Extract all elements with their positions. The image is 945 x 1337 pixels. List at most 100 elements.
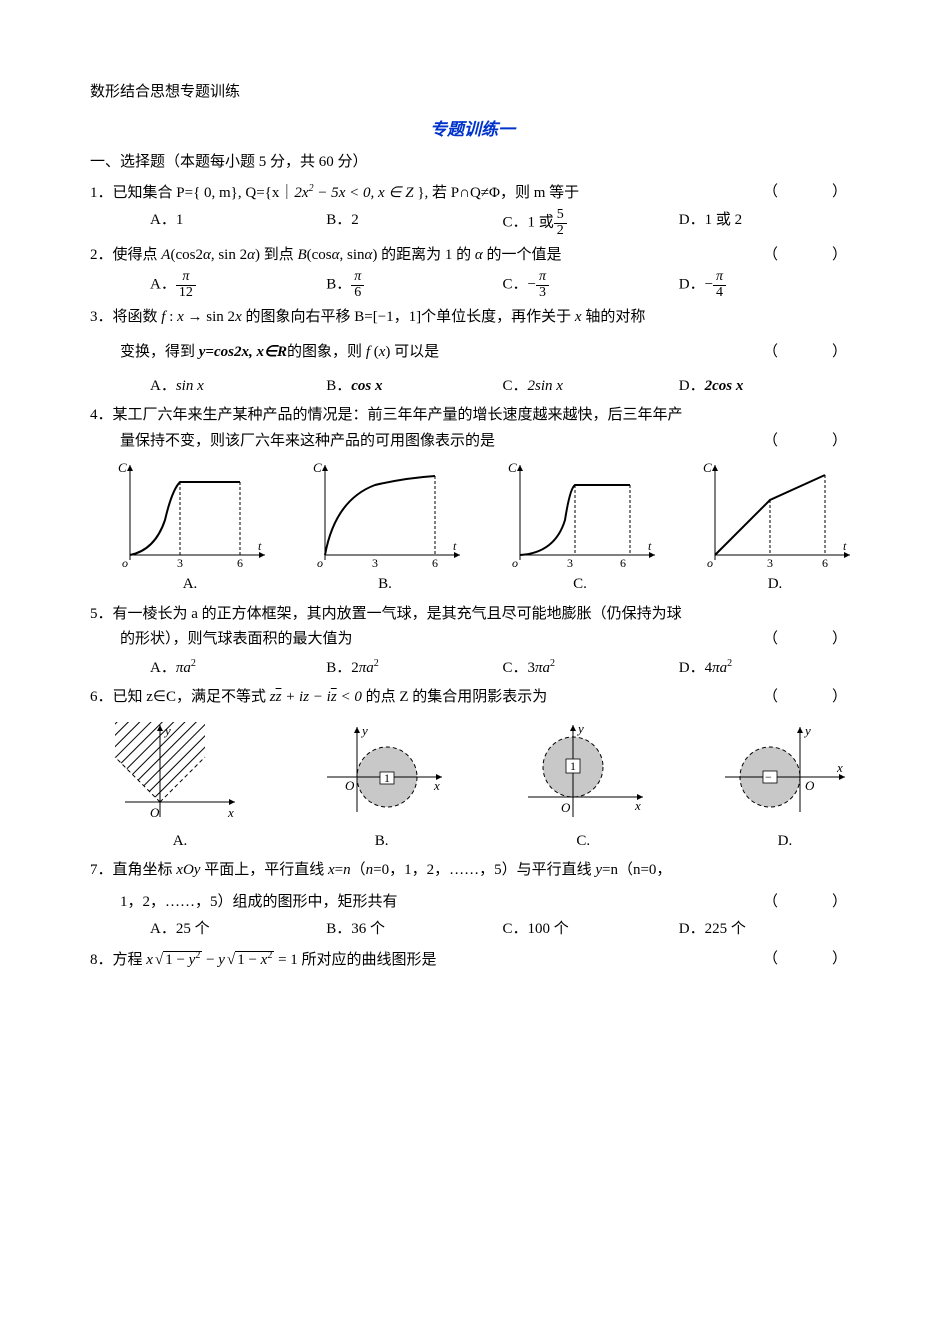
svg-text:O: O	[561, 800, 571, 815]
svg-text:1: 1	[570, 759, 576, 773]
growth-chart-a: C o 3 6 t	[110, 460, 270, 570]
svg-text:y: y	[803, 723, 811, 738]
answer-paren: （ ）	[763, 429, 855, 455]
q4-label-d: D.	[695, 572, 855, 598]
complex-plane-d: − y O x	[715, 717, 855, 827]
q1-opt-d: D．1 或 2	[679, 208, 855, 238]
doc-header: 数形结合思想专题训练	[90, 80, 855, 106]
q7-num: 7．	[90, 858, 113, 884]
q6-label-a: A.	[110, 829, 250, 855]
q8-body: 方程 x1 − y2 − y1 − x2 = 1 所对应的曲线图形是 （ ）	[113, 947, 855, 974]
section-heading: 一、选择题（本题每小题 5 分，共 60 分）	[90, 150, 855, 176]
q7-l2: 1，2，……，5）组成的图形中，矩形共有	[120, 894, 398, 910]
q5-opt-c: C．3πa2	[503, 655, 679, 682]
question-2: 2． 使得点 A(cos2α, sin 2α) 到点 B(cosα, sinα)…	[90, 243, 855, 301]
q2-body: 使得点 A(cos2α, sin 2α) 到点 B(cosα, sinα) 的距…	[113, 243, 855, 269]
q7-line2: 1，2，……，5）组成的图形中，矩形共有 （ ）	[120, 890, 855, 916]
svg-text:3: 3	[767, 556, 773, 570]
q3-num: 3．	[90, 305, 113, 331]
q6-tb: 的点 Z 的集合用阴影表示为	[362, 689, 547, 705]
q4-line1: 某工厂六年来生产某种产品的情况是：前三年年产量的增长速度越来越快，后三年年产	[113, 403, 855, 429]
q2-opt-d: D．−π4	[679, 270, 855, 300]
q5-l2: 的形状），则气球表面积的最大值为	[120, 631, 353, 647]
svg-text:y: y	[576, 721, 584, 736]
q1-num: 1．	[90, 181, 113, 207]
q1c-pre: C．1 或	[503, 215, 554, 231]
svg-text:t: t	[453, 539, 457, 553]
q3-l2b: y=cos2x, x∈R	[199, 344, 287, 360]
q3-l2c: 的图象，则 f (x) 可以是	[287, 344, 439, 360]
answer-paren: （ ）	[763, 890, 855, 916]
svg-text:6: 6	[432, 556, 438, 570]
q1-text-a: 已知集合 P={ 0, m}, Q={x｜	[113, 185, 295, 201]
q1c-num: 5	[554, 208, 567, 224]
q7-line1: 直角坐标 xOy 平面上，平行直线 x=n（n=0，1，2，……，5）与平行直线…	[113, 858, 855, 884]
q2-opt-a: A．π12	[150, 270, 326, 300]
svg-text:C: C	[118, 460, 127, 475]
svg-text:O: O	[805, 778, 815, 793]
svg-text:6: 6	[620, 556, 626, 570]
q6-chart-d: − y O x D.	[715, 717, 855, 855]
svg-text:3: 3	[177, 556, 183, 570]
q3-opt-a: A．sin x	[150, 374, 326, 400]
svg-text:t: t	[258, 539, 262, 553]
q2d-n: π	[713, 270, 726, 286]
svg-text:x: x	[634, 798, 641, 813]
q6-chart-c: 1 y O x C.	[513, 717, 653, 855]
q3-opt-d: D．2cos x	[679, 374, 855, 400]
question-1: 1． 已知集合 P={ 0, m}, Q={x｜2x2 − 5x < 0, x …	[90, 180, 855, 239]
q6-charts: y O x A. 1 y O x B.	[110, 717, 855, 855]
question-5: 5． 有一棱长为 a 的正方体框架，其内放置一气球，是其充气且尽可能地膨胀（仍保…	[90, 602, 855, 682]
q7-opt-c: C．100 个	[503, 917, 679, 943]
q1-text-b: }, 若 P∩Q≠Φ，则 m 等于	[414, 185, 580, 201]
q5-opt-b: B．2πa2	[326, 655, 502, 682]
q4-label-a: A.	[110, 572, 270, 598]
q2c-pre: C．−	[503, 277, 536, 293]
complex-plane-c: 1 y O x	[513, 717, 653, 827]
q6-body: 已知 z∈C，满足不等式 zz + iz − iz < 0 的点 Z 的集合用阴…	[113, 685, 855, 711]
q8-num: 8．	[90, 948, 113, 974]
answer-paren: （ ）	[763, 947, 855, 973]
svg-text:1: 1	[384, 771, 390, 785]
q4-chart-c: C o 3 6 t C.	[500, 460, 660, 598]
q5-opt-a: A．πa2	[150, 655, 326, 682]
q3-opt-c: C．2sin x	[503, 374, 679, 400]
svg-text:x: x	[836, 760, 843, 775]
growth-chart-b: C o 3 6 t	[305, 460, 465, 570]
q3-l2a: 变换，得到	[120, 344, 199, 360]
q1-opt-c: C．1 或52	[503, 208, 679, 238]
svg-text:x: x	[227, 805, 234, 820]
q2-num: 2．	[90, 243, 113, 269]
q5-line1: 有一棱长为 a 的正方体框架，其内放置一气球，是其充气且尽可能地膨胀（仍保持为球	[113, 602, 855, 628]
svg-text:y: y	[360, 723, 368, 738]
answer-paren: （ ）	[763, 685, 855, 711]
q1c-den: 2	[554, 224, 567, 239]
question-3: 3． 将函数 f : x → sin 2x 的图象向右平移 B=[−1，1]个单…	[90, 305, 855, 400]
q2c-n: π	[536, 270, 549, 286]
question-4: 4． 某工厂六年来生产某种产品的情况是：前三年年产量的增长速度越来越快，后三年年…	[90, 403, 855, 598]
q4-chart-a: C o 3 6 t A.	[110, 460, 270, 598]
q4-l2: 量保持不变，则该厂六年来这种产品的可用图像表示的是	[120, 433, 495, 449]
svg-text:3: 3	[372, 556, 378, 570]
q4-chart-d: C o 3 6 t D.	[695, 460, 855, 598]
q7-opt-a: A．25 个	[150, 917, 326, 943]
q2d-pre: D．−	[679, 277, 713, 293]
q6-chart-a: y O x A.	[110, 717, 250, 855]
svg-text:6: 6	[237, 556, 243, 570]
svg-text:y: y	[163, 723, 171, 738]
q1-opt-b: B．2	[326, 208, 502, 238]
svg-text:6: 6	[822, 556, 828, 570]
svg-text:x: x	[433, 778, 440, 793]
q2-opt-b: B．π6	[326, 270, 502, 300]
q6-ta: 已知 z∈C，满足不等式	[113, 689, 270, 705]
q6-label-c: C.	[513, 829, 653, 855]
q2d-d: 4	[713, 286, 726, 301]
q2a-d: 12	[176, 286, 196, 301]
q7-opt-d: D．225 个	[679, 917, 855, 943]
q6-label-b: B.	[312, 829, 452, 855]
svg-text:o: o	[317, 556, 323, 570]
growth-chart-d: C o 3 6 t	[695, 460, 855, 570]
q1-math: 2x2 − 5x < 0, x ∈ Z	[294, 185, 413, 201]
q5-num: 5．	[90, 602, 113, 628]
svg-text:O: O	[345, 778, 355, 793]
